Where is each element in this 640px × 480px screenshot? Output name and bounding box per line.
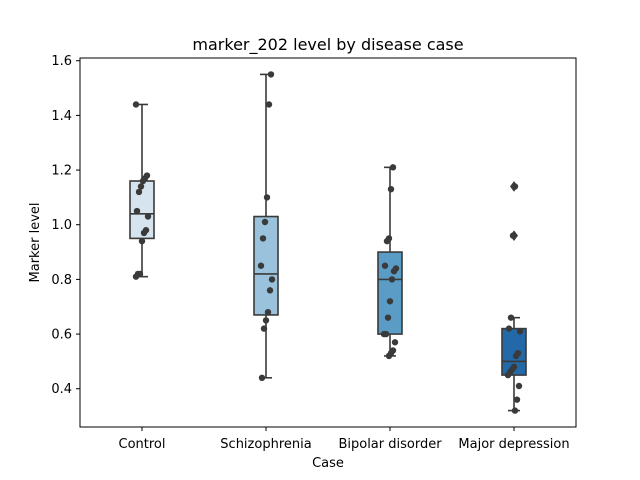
- data-point: [132, 101, 140, 108]
- data-point: [266, 287, 274, 294]
- data-point: [388, 276, 396, 283]
- x-tick-label: Major depression: [458, 437, 569, 452]
- data-point: [263, 194, 271, 201]
- y-tick-label: 0.6: [51, 328, 72, 343]
- data-point: [380, 330, 388, 338]
- data-point: [138, 237, 146, 245]
- x-tick-label: Schizophrenia: [220, 437, 311, 452]
- data-point: [515, 382, 523, 390]
- data-point: [261, 218, 269, 226]
- data-point: [259, 235, 267, 242]
- data-point: [267, 71, 275, 78]
- data-point: [505, 325, 513, 332]
- data-point: [139, 177, 147, 185]
- x-axis-label: Case: [312, 456, 344, 471]
- data-point: [391, 339, 399, 346]
- y-axis-label: Marker level: [28, 203, 43, 283]
- data-point: [512, 352, 520, 360]
- data-point: [264, 309, 272, 316]
- data-point: [260, 325, 268, 332]
- data-point: [386, 298, 394, 305]
- y-tick-label: 0.8: [51, 273, 72, 288]
- plot-area: 0.4 0.6 0.8 1.0 1.2 1.4 1.6 Control Schizophreni…: [51, 54, 569, 452]
- data-point: [389, 164, 397, 171]
- box-iqr: [377, 251, 403, 335]
- box-iqr: [253, 215, 279, 316]
- data-point: [385, 352, 393, 360]
- data-point: [144, 213, 152, 220]
- data-point: [507, 314, 515, 321]
- data-point: [140, 229, 148, 237]
- y-tick-label: 0.4: [51, 382, 72, 397]
- data-point: [381, 262, 389, 269]
- data-point: [516, 328, 524, 335]
- data-point: [509, 232, 517, 239]
- y-tick-label: 1.6: [51, 54, 72, 69]
- data-point: [390, 268, 398, 275]
- data-point: [262, 317, 270, 324]
- y-tick-label: 1.2: [51, 164, 72, 179]
- y-tick-label: 1.0: [51, 218, 72, 233]
- data-point: [384, 314, 392, 321]
- data-point: [132, 273, 140, 280]
- data-point: [513, 396, 521, 403]
- data-point: [268, 276, 276, 283]
- data-point: [387, 186, 395, 193]
- data-point: [511, 407, 519, 414]
- data-point: [257, 262, 265, 269]
- x-tick-label: Bipolar disorder: [338, 437, 442, 452]
- chart-title: marker_202 level by disease case: [192, 35, 463, 55]
- box-iqr: [129, 180, 155, 240]
- data-point: [133, 207, 141, 215]
- data-point: [135, 188, 143, 196]
- data-point: [265, 101, 273, 108]
- data-point: [504, 371, 512, 379]
- data-point: [137, 183, 145, 190]
- x-tick-label: Control: [119, 437, 166, 452]
- data-point: [383, 237, 391, 245]
- plot-frame: [79, 57, 577, 428]
- y-tick-label: 1.4: [51, 109, 72, 124]
- data-point: [511, 183, 519, 190]
- data-point: [258, 374, 266, 381]
